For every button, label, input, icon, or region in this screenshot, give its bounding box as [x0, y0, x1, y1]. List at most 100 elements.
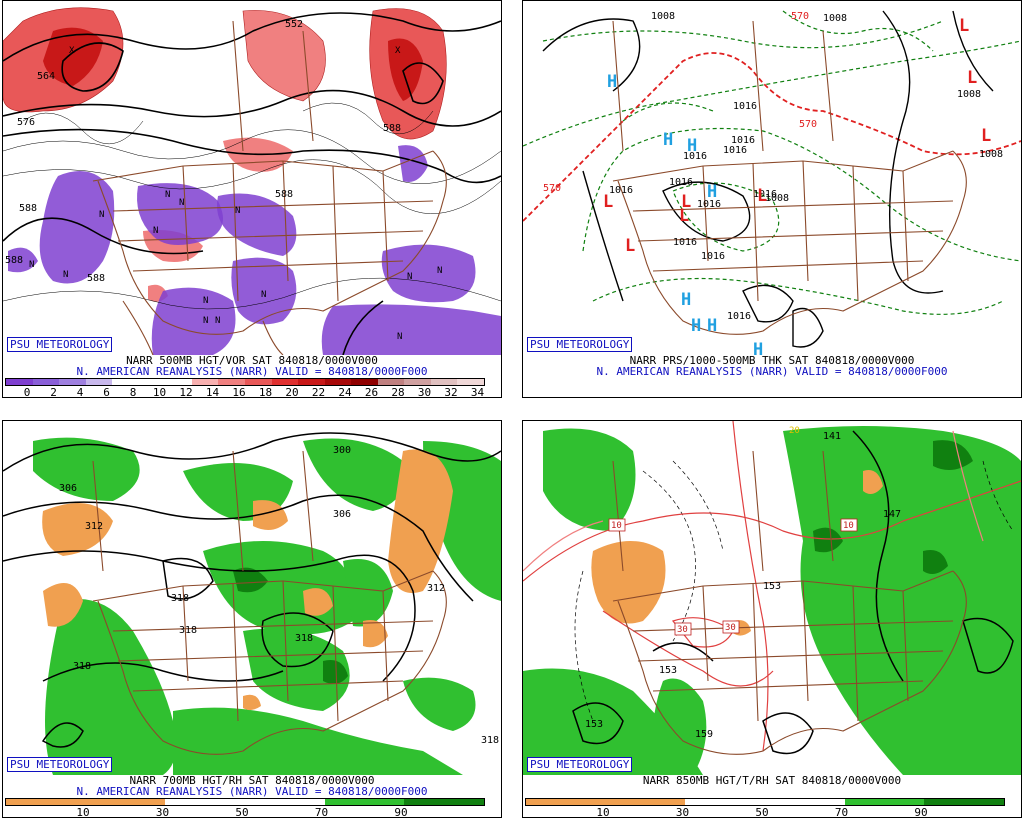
contour-label: 564	[37, 71, 55, 82]
vort-min-marker: N	[203, 316, 208, 326]
vort-min-marker: N	[165, 190, 170, 200]
contour-label: 588	[87, 273, 105, 284]
geography-borders	[92, 20, 447, 355]
vort-low-area	[217, 193, 297, 256]
product-title: NARR 500MB HGT/VOR SAT 840818/0000V000	[126, 354, 378, 367]
contour-label: 588	[383, 123, 401, 134]
psu-meteorology-badge: PSU METEOROLOGY	[527, 757, 633, 772]
color-bar-segment	[191, 378, 219, 386]
map-850mb: 141 147 153 153 153 159 10 10 30 30 20	[523, 421, 1021, 775]
color-bar-segment	[351, 378, 379, 386]
vort-low-area	[39, 171, 115, 284]
product-title: NARR 700MB HGT/RH SAT 840818/0000V000	[129, 774, 375, 787]
contour-label: 318	[295, 633, 313, 644]
high-pressure-marker: H	[663, 130, 673, 150]
contour-label: 147	[883, 509, 901, 520]
vort-min-marker: N	[261, 290, 266, 300]
psu-meteorology-badge: PSU METEOROLOGY	[527, 337, 633, 352]
color-bar-segment	[6, 378, 33, 386]
contour-label: 312	[427, 583, 445, 594]
vort-max-marker: X	[395, 46, 401, 56]
map-pressure-thickness: 1008 1008 1008 1008 1016 1016 1016 1016 …	[523, 10, 1021, 355]
temperature-label: 30	[677, 625, 688, 635]
thickness-label: 570	[543, 183, 561, 194]
contour-label: 159	[695, 729, 713, 740]
color-bar-label: 16	[232, 386, 246, 398]
vort-min-marker: N	[215, 316, 220, 326]
color-bar	[5, 798, 485, 806]
humidity-saturated-areas	[813, 440, 973, 575]
vort-min-marker: N	[203, 296, 208, 306]
contour-label: 318	[171, 593, 189, 604]
color-bar-segment	[85, 798, 166, 806]
height-contours	[572, 430, 1014, 755]
psu-meteorology-badge: PSU METEOROLOGY	[7, 337, 113, 352]
height-contours	[3, 12, 501, 355]
color-bar-segment	[404, 378, 432, 386]
humidity-saturated-areas	[233, 567, 348, 685]
vorticity-contours	[3, 102, 501, 310]
isobar-label: 1016	[673, 237, 697, 248]
color-bar	[5, 378, 485, 386]
color-bar-label: 50	[235, 806, 249, 818]
color-bar-segment	[430, 378, 458, 386]
color-bar-label: 2	[50, 386, 57, 398]
color-bar-label: 0	[23, 386, 31, 398]
color-bar-segment	[526, 798, 606, 806]
color-bar-label: 10	[596, 806, 610, 818]
color-bar-labels: 10 30 50 70 90	[5, 806, 483, 818]
color-bar-label: 50	[755, 806, 769, 818]
contour-label: 153	[659, 665, 677, 676]
vort-min-marker: N	[179, 198, 184, 208]
humidity-moist-areas	[33, 437, 501, 775]
temperature-label: 10	[843, 521, 854, 531]
color-bar-label: 70	[314, 806, 329, 818]
color-bar-segment	[404, 798, 485, 806]
color-bar-segment	[271, 378, 299, 386]
color-bar-segment	[324, 378, 352, 386]
low-pressure-marker: L	[959, 16, 969, 36]
contour-label: 318	[481, 735, 499, 746]
contour-label: 306	[59, 483, 77, 494]
isobar-label: 1016	[727, 311, 751, 322]
vort-low-area	[137, 183, 223, 245]
contour-label: 576	[17, 117, 35, 128]
high-pressure-marker: H	[753, 340, 763, 355]
color-bar-segment	[32, 378, 60, 386]
high-pressure-marker: H	[691, 316, 701, 336]
vort-low-area	[398, 145, 428, 182]
color-bar-label: 4	[76, 386, 84, 398]
color-bar-segment	[165, 378, 193, 386]
contour-label: 588	[19, 203, 37, 214]
contour-label: 141	[823, 431, 841, 442]
humidity-dry-areas	[42, 449, 453, 711]
contour-label: 153	[763, 581, 781, 592]
color-bar-label: 32	[444, 386, 458, 398]
vort-min-marker: N	[397, 332, 402, 342]
isobars	[542, 10, 994, 348]
thickness-570-line	[523, 52, 1021, 222]
color-bar-label: 30	[417, 386, 432, 398]
isobar-label: 1016	[723, 145, 747, 156]
color-bar-segment	[85, 378, 113, 386]
vort-low-area	[321, 304, 501, 355]
vort-low-area	[381, 244, 476, 303]
color-bar-segment	[245, 798, 325, 806]
isotherms-light	[523, 430, 984, 572]
isobar-label: 1016	[731, 135, 755, 146]
color-bar-label: 18	[258, 386, 273, 398]
color-bar-segment	[324, 798, 405, 806]
color-bar-label: 30	[675, 806, 690, 818]
contour-label: 318	[73, 661, 91, 672]
map-500mb: 552 564 576 588 588 588 588 588 N N N N …	[3, 7, 501, 355]
color-bar-labels: 0 2 4 6 8 10 12 14 16 18 20 22 24 26 28 30 32 34	[5, 386, 485, 398]
vort-min-marker: N	[437, 266, 442, 276]
temperature-label: 20	[789, 426, 800, 436]
color-bar-segment	[844, 798, 925, 806]
valid-time-line: N. AMERICAN REANALYSIS (NARR) VALID = 84…	[76, 785, 428, 798]
vort-max-marker: X	[69, 46, 75, 56]
color-bar-label: 34	[470, 386, 485, 398]
contour-label: 312	[85, 521, 103, 532]
vort-min-marker: N	[407, 272, 412, 282]
vort-high-area	[43, 27, 103, 87]
